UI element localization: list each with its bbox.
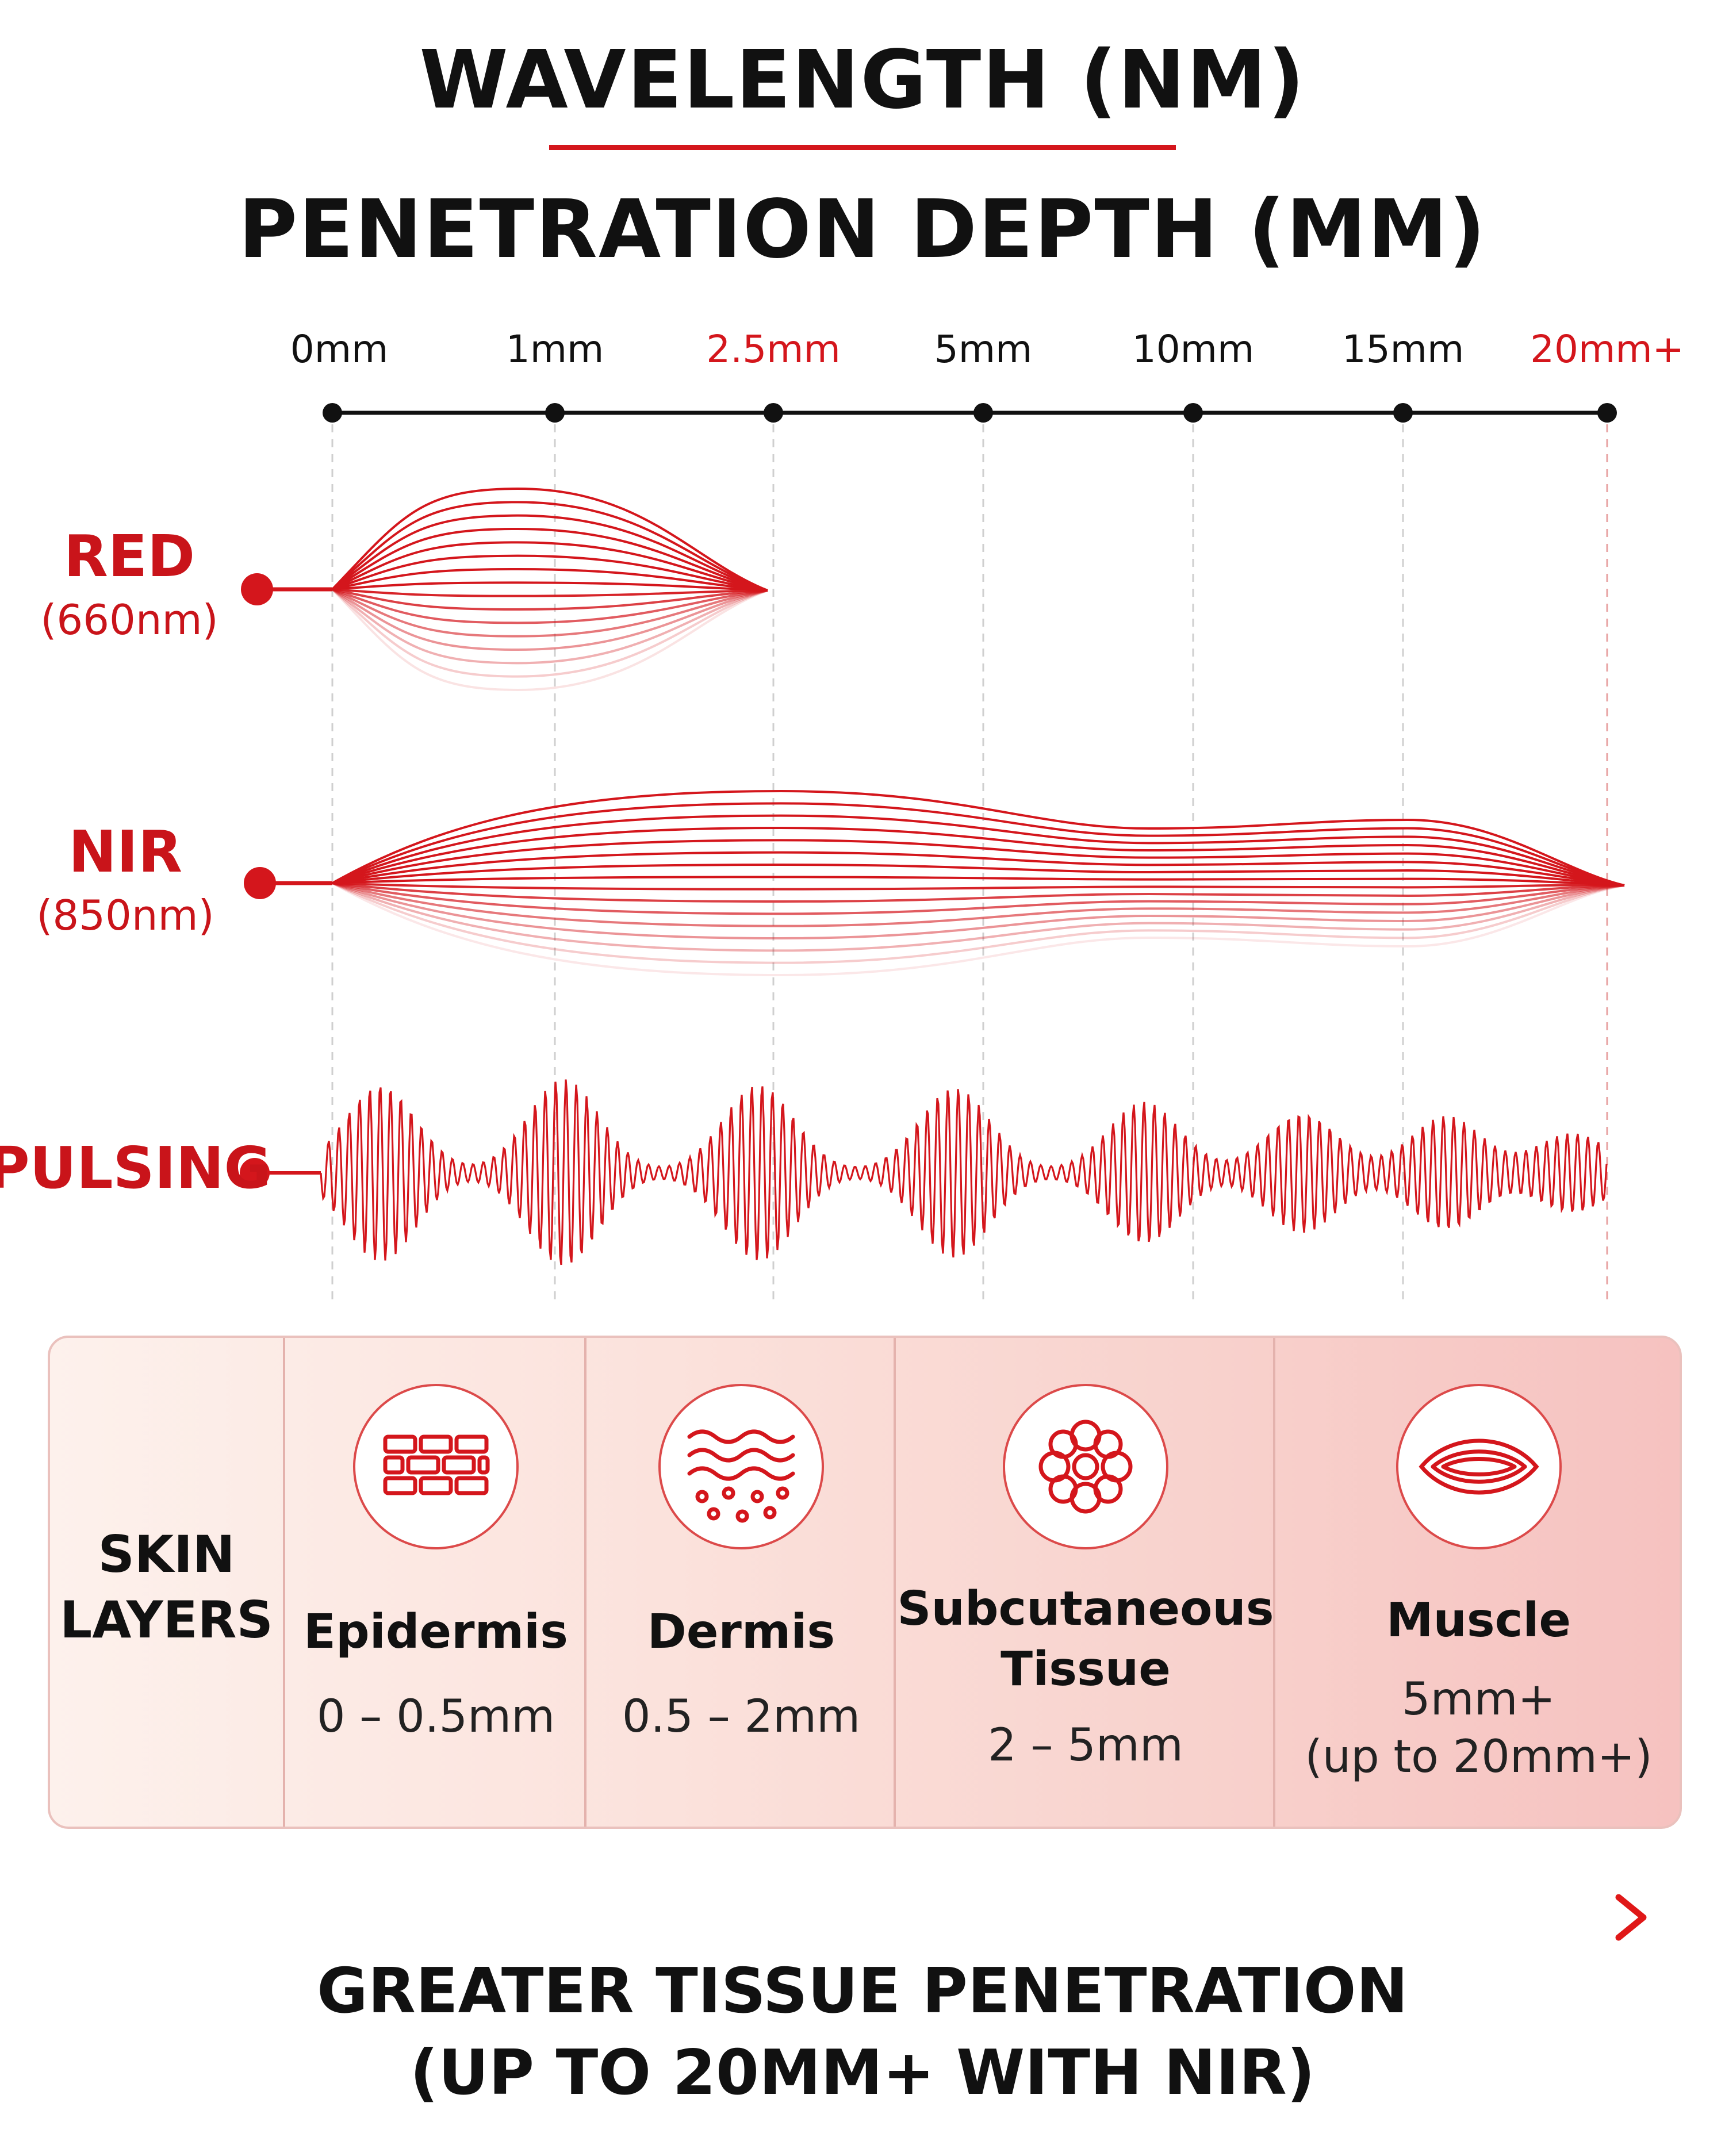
depth-tick-dot xyxy=(545,403,565,423)
series-label-red: RED (660nm) xyxy=(40,523,218,644)
tick-label-5: 15mm xyxy=(1341,327,1465,371)
tick-label-0: 0mm xyxy=(290,327,389,371)
nir-wave-line xyxy=(332,882,1625,915)
wavy-tissue-icon xyxy=(658,1384,824,1549)
red-wave-line xyxy=(331,487,768,592)
layer-range: 2 – 5mm xyxy=(988,1720,1183,1771)
title-divider xyxy=(549,145,1176,150)
pulsing-wave-line xyxy=(320,1079,1608,1265)
depth-tick-dot xyxy=(1597,403,1617,423)
depth-tick-dot xyxy=(764,403,783,423)
depth-tick-dot xyxy=(973,403,993,423)
layer-range: 0 – 0.5mm xyxy=(316,1691,555,1743)
tick-label-4: 10mm xyxy=(1132,327,1255,371)
red-wave-line xyxy=(332,588,768,597)
skin-layers-panel: SKIN LAYERS Epidermis 0 – 0.5mm xyxy=(48,1336,1682,1829)
layer-subcutaneous: Subcutaneous Tissue 2 – 5mm xyxy=(894,1338,1275,1827)
depth-tick-dot xyxy=(323,403,342,423)
skin-layers-heading: SKIN LAYERS xyxy=(50,1522,283,1654)
nir-wave-line xyxy=(332,882,1625,903)
red-wave-line xyxy=(332,588,768,611)
series-label-pulsing: PULSING xyxy=(0,1140,271,1197)
fat-cells-icon xyxy=(1003,1384,1168,1549)
series-name-pulsing: PULSING xyxy=(0,1134,271,1202)
nir-wave-line xyxy=(332,802,1625,887)
skin-heading-line2: LAYERS xyxy=(60,1590,273,1650)
nir-wave-line xyxy=(332,814,1625,887)
penetration-chart xyxy=(240,403,1625,1299)
depth-tick-dot xyxy=(1183,403,1203,423)
nir-wave-line xyxy=(332,789,1625,887)
layer-muscle: Muscle 5mm+ (up to 20mm+) xyxy=(1273,1338,1680,1827)
footer-line1: GREATER TISSUE PENETRATION xyxy=(317,1955,1408,2027)
series-name-red: RED xyxy=(63,523,195,590)
layer-range-line1: 5mm+ xyxy=(1402,1674,1555,1725)
layer-name: Epidermis xyxy=(304,1605,568,1659)
layer-range: 5mm+ (up to 20mm+) xyxy=(1275,1671,1680,1786)
nir-wave-line xyxy=(332,882,1625,927)
layer-range: 0.5 – 2mm xyxy=(622,1691,861,1743)
nir-wave-line xyxy=(332,882,1625,964)
red-wave-line xyxy=(331,588,768,678)
skin-layers-heading-cell: SKIN LAYERS xyxy=(50,1338,283,1827)
nir-wave-line xyxy=(332,882,1625,891)
skin-heading-line1: SKIN xyxy=(98,1525,235,1584)
red-wave-line xyxy=(332,541,768,592)
tick-label-6: 20mm+ xyxy=(1530,327,1684,371)
chart-subtitle: PENETRATION DEPTH (MM) xyxy=(238,183,1487,277)
tick-label-2: 2.5mm xyxy=(706,327,841,371)
nir-wave-line xyxy=(332,882,1625,977)
layer-name: Muscle xyxy=(1386,1593,1571,1648)
red-wave-line xyxy=(332,567,768,592)
chart-title: WAVELENGTH (NM) xyxy=(419,33,1306,127)
red-wave-line xyxy=(332,581,768,592)
red-wave-line xyxy=(331,588,768,665)
red-wave-line xyxy=(331,588,768,651)
red-wave-line xyxy=(332,588,768,638)
brick-cells-icon xyxy=(353,1384,519,1549)
penetration-arrow xyxy=(61,1894,1647,1941)
layer-name-line1: Subcutaneous xyxy=(897,1582,1274,1636)
series-label-nir: NIR (850nm) xyxy=(36,818,214,939)
red-wave-line xyxy=(331,527,768,592)
nir-wave-line xyxy=(332,839,1625,887)
tick-label-1: 1mm xyxy=(505,327,604,371)
red-wave-line xyxy=(331,588,768,692)
nir-wave-line xyxy=(332,882,1625,940)
layer-dermis: Dermis 0.5 – 2mm xyxy=(584,1338,896,1827)
red-wave-line xyxy=(331,501,768,592)
red-wave-line xyxy=(332,554,768,592)
nir-wave-line xyxy=(332,876,1625,887)
nir-wave-line xyxy=(332,863,1625,887)
nir-wave-line xyxy=(332,882,1625,952)
layer-name: Subcutaneous Tissue xyxy=(896,1579,1275,1700)
nir-wave-line xyxy=(332,851,1625,887)
red-wave-line xyxy=(331,514,768,592)
series-name-nir: NIR xyxy=(68,818,182,885)
layer-epidermis: Epidermis 0 – 0.5mm xyxy=(283,1338,586,1827)
series-wavelength-red: (660nm) xyxy=(40,596,218,644)
red-wave-line xyxy=(332,588,768,624)
layer-range-line2: (up to 20mm+) xyxy=(1305,1731,1653,1783)
layer-name-line2: Tissue xyxy=(1000,1641,1171,1697)
layer-name: Dermis xyxy=(647,1605,835,1659)
series-wavelength-nir: (850nm) xyxy=(36,891,214,939)
tick-label-3: 5mm xyxy=(934,327,1033,371)
depth-tick-dot xyxy=(1393,403,1413,423)
footer-line2: (UP TO 20MM+ WITH NIR) xyxy=(409,2037,1316,2109)
muscle-fiber-icon xyxy=(1396,1384,1562,1549)
nir-wave-line xyxy=(332,826,1625,887)
